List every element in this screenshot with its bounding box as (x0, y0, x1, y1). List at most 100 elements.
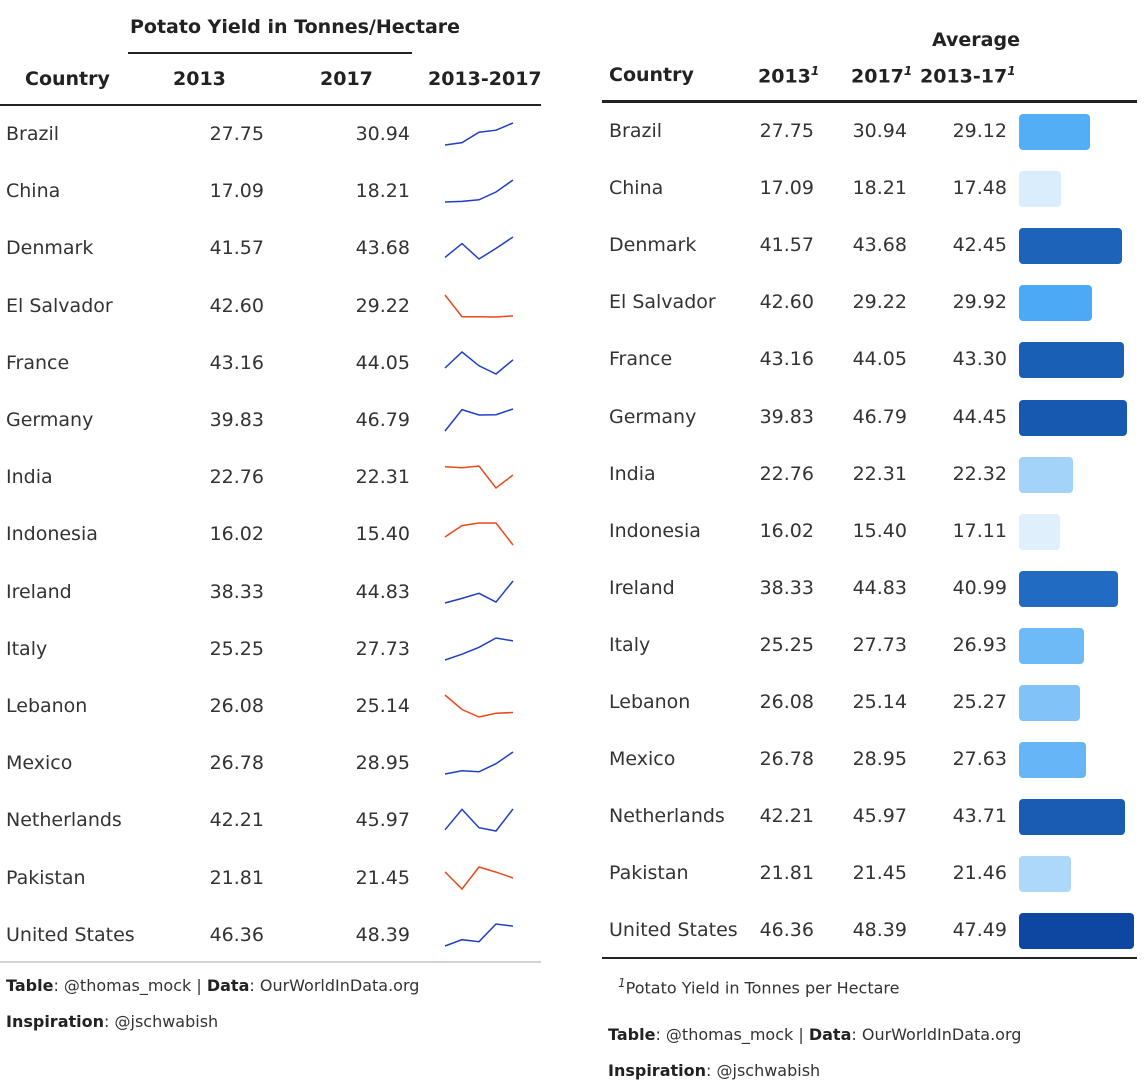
value-average: 22.32 (952, 462, 1007, 485)
value-average: 25.27 (952, 691, 1007, 713)
col-header-country-right: Country (609, 64, 694, 86)
value-2013: 16.02 (759, 519, 814, 542)
sparkline-path (444, 580, 514, 604)
sparkline-path (444, 522, 514, 546)
value-2017: 18.21 (852, 177, 907, 200)
value-2017: 45.97 (355, 809, 410, 832)
country-name: Mexico (609, 748, 676, 771)
sparkline (444, 923, 514, 947)
footer-data-value: : OurWorldInData.org (851, 1025, 1022, 1044)
sparkline (444, 751, 514, 775)
value-2013: 46.36 (759, 919, 814, 942)
sparkline-path (444, 236, 514, 261)
bottom-rule (0, 961, 541, 963)
country-name: France (6, 351, 70, 374)
sparkline (444, 179, 514, 203)
value-2017: 44.83 (852, 576, 907, 599)
average-bar (1019, 171, 1062, 208)
sparkline (444, 522, 514, 546)
average-bar (1019, 742, 1086, 779)
sparkline (444, 236, 514, 261)
footer-table-value: : @thomas_mock | (655, 1025, 809, 1044)
average-bar (1019, 114, 1090, 150)
value-average: 43.71 (952, 805, 1007, 828)
value-2013: 39.83 (759, 405, 814, 428)
footer-data-label: Data (206, 976, 250, 995)
sparkline (444, 122, 514, 146)
footer-table-label: Table (6, 976, 54, 995)
footer-data-label: Data (808, 1025, 852, 1044)
country-name: China (609, 177, 664, 200)
footer-insp-label: Inspiration (608, 1061, 707, 1080)
value-2017: 30.94 (852, 120, 907, 142)
value-average: 26.93 (952, 633, 1007, 656)
value-2013: 22.76 (209, 466, 264, 489)
footnote: 1Potato Yield in Tonnes per Hectare (618, 976, 899, 997)
value-2017: 25.14 (355, 695, 410, 717)
value-2013: 39.83 (209, 409, 264, 431)
col-header-2013: 2013 (173, 68, 226, 90)
value-2017: 46.79 (852, 405, 907, 428)
value-average: 17.48 (952, 177, 1007, 200)
sparkline (444, 294, 514, 318)
country-name: El Salvador (6, 294, 113, 317)
value-2017: 43.68 (852, 234, 907, 257)
average-bar (1019, 513, 1061, 550)
col-header-2017-right: 20171 (851, 64, 912, 87)
value-2017: 15.40 (852, 519, 907, 542)
footer-data-value: : OurWorldInData.org (249, 976, 420, 995)
sparkline-path (444, 122, 514, 146)
spanner-title: Potato Yield in Tonnes/Hectare (130, 16, 461, 38)
value-2013: 26.78 (209, 752, 264, 775)
value-2017: 21.45 (852, 862, 907, 885)
footer-table-value: : @thomas_mock | (53, 976, 207, 995)
col-header-trend: 2013-2017 (428, 68, 542, 90)
value-2013: 26.08 (209, 695, 264, 717)
right-footer-credits: Table: @thomas_mock | Data: OurWorldInDa… (608, 1025, 1021, 1044)
value-2013: 25.25 (209, 637, 264, 660)
bottom-rule-right (602, 957, 1137, 959)
value-2013: 17.09 (759, 177, 814, 200)
country-name: Netherlands (609, 805, 725, 828)
country-name: India (609, 462, 656, 485)
average-bar (1019, 627, 1085, 664)
country-name: Indonesia (6, 523, 98, 546)
value-2013: 42.60 (209, 294, 264, 317)
footer-table-label: Table (608, 1025, 656, 1044)
country-name: Lebanon (609, 691, 691, 713)
footnote-mark: 1 (903, 64, 913, 78)
value-2017: 18.21 (355, 180, 410, 203)
value-2017: 21.45 (355, 866, 410, 889)
average-bar (1019, 399, 1127, 436)
col-header-avg-text: 2013-17 (920, 65, 1008, 88)
sparkline-path (444, 179, 514, 203)
left-footer-inspiration: Inspiration: @jschwabish (6, 1012, 218, 1031)
col-header-2017-text: 2017 (851, 65, 904, 88)
value-average: 40.99 (952, 576, 1007, 599)
value-average: 29.92 (952, 291, 1007, 314)
value-2013: 17.09 (209, 180, 264, 203)
value-2013: 22.76 (759, 462, 814, 485)
footnote-mark: 1 (1007, 64, 1016, 78)
value-average: 21.46 (952, 862, 1007, 885)
value-2013: 26.08 (759, 691, 814, 713)
average-bar (1019, 456, 1073, 493)
country-name: Brazil (609, 120, 663, 142)
country-name: Indonesia (609, 519, 701, 542)
value-2013: 41.57 (759, 234, 814, 257)
country-name: Germany (609, 405, 697, 428)
average-bar (1019, 913, 1134, 950)
value-average: 42.45 (952, 234, 1007, 257)
average-bar (1019, 342, 1124, 379)
sparkline-path (444, 694, 514, 718)
country-name: United States (6, 923, 135, 946)
col-header-2017: 2017 (320, 68, 373, 90)
sparkline (444, 408, 514, 432)
value-2013: 41.57 (209, 237, 264, 260)
sparkline-path (444, 808, 514, 833)
sparkline-path (444, 294, 514, 318)
value-average: 29.12 (952, 120, 1007, 142)
country-name: Ireland (609, 576, 675, 599)
value-average: 17.11 (952, 519, 1007, 542)
value-2013: 42.21 (759, 805, 814, 828)
